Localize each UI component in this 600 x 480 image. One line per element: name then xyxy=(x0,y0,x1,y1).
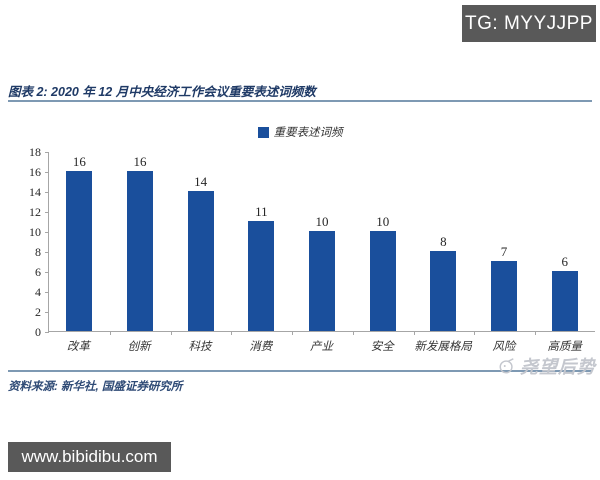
x-tick-mark xyxy=(413,332,415,335)
website-text: www.bibidibu.com xyxy=(21,447,158,466)
bar xyxy=(430,251,457,331)
bar-column: 6 xyxy=(534,255,595,331)
source-divider-line xyxy=(8,370,592,372)
x-tick-mark xyxy=(474,332,476,335)
bar xyxy=(369,231,396,331)
bar-value-label: 10 xyxy=(376,214,390,229)
legend-series-label: 重要表述词频 xyxy=(273,127,343,139)
title-divider-line xyxy=(8,100,592,102)
bar xyxy=(187,191,214,331)
telescope-face-icon xyxy=(499,358,514,374)
y-tick-mark xyxy=(45,152,49,153)
tg-handle-badge: TG: MYYJJPP xyxy=(462,5,596,42)
chart-legend: 重要表述词频 xyxy=(0,124,600,140)
y-tick-mark xyxy=(45,232,49,233)
x-category-label: 改革 xyxy=(66,341,90,353)
x-tick-mark xyxy=(231,332,233,335)
y-tick-mark xyxy=(45,172,49,173)
x-tick-mark xyxy=(352,332,354,335)
bar-value-label: 11 xyxy=(255,204,268,219)
y-tick-label: 2 xyxy=(35,305,41,319)
bar-column: 14 xyxy=(170,175,231,331)
y-tick-mark xyxy=(45,192,49,193)
bar xyxy=(491,261,518,331)
bar xyxy=(127,171,153,331)
bar xyxy=(66,171,93,331)
bar-value-label: 10 xyxy=(315,214,329,229)
y-tick-mark xyxy=(45,312,49,313)
y-tick-mark xyxy=(45,252,49,253)
y-tick-mark xyxy=(45,292,49,293)
y-tick-label: 18 xyxy=(29,145,41,159)
bar-value-label: 6 xyxy=(561,254,568,269)
x-tick-mark xyxy=(535,332,537,335)
bar-column: 11 xyxy=(231,205,292,331)
bar-column: 10 xyxy=(352,215,413,331)
x-category-label: 科技 xyxy=(188,341,212,353)
y-tick-label: 8 xyxy=(35,245,41,259)
bar xyxy=(309,231,336,331)
x-category-label: 消费 xyxy=(249,341,273,353)
x-tick-mark xyxy=(109,332,111,335)
website-badge: www.bibidibu.com xyxy=(8,442,171,472)
bar-column: 16 xyxy=(110,155,171,331)
y-tick-mark xyxy=(45,272,49,273)
x-category-label: 创新 xyxy=(127,341,151,353)
figure-title: 图表 2: 2020 年 12 月中央经济工作会议重要表述词频数 xyxy=(8,85,316,99)
bar-value-label: 8 xyxy=(440,234,447,249)
bar-column: 7 xyxy=(474,245,535,331)
tg-handle-text: TG: MYYJJPP xyxy=(465,12,593,34)
bar-column: 16 xyxy=(49,155,110,331)
y-tick-label: 14 xyxy=(29,185,41,199)
y-tick-label: 0 xyxy=(35,325,41,339)
watermark-text: 尧望后势 xyxy=(520,357,596,377)
bar-column: 8 xyxy=(413,235,474,331)
bar-series: 16 16 14 11 10 10 8 7 6 xyxy=(49,152,595,331)
x-category-label: 风险 xyxy=(492,341,516,353)
bar-value-label: 16 xyxy=(133,154,147,169)
x-category-label: 产业 xyxy=(310,341,334,353)
bar-value-label: 16 xyxy=(72,154,86,169)
watermark: 尧望后势 xyxy=(498,353,596,379)
x-axis-category-labels: 改革 创新 科技 消费 产业 安全 新发展格局 风险 高质量 xyxy=(48,338,595,354)
bar xyxy=(248,221,275,331)
x-tick-mark xyxy=(292,332,294,335)
bar-value-label: 14 xyxy=(194,174,208,189)
x-category-label: 新发展格局 xyxy=(414,341,472,353)
y-tick-mark xyxy=(45,332,49,333)
y-tick-mark xyxy=(45,212,49,213)
bar-chart-plot-area: 16 16 14 11 10 10 8 7 6 0 2 4 6 8 10 12 14 16 18 xyxy=(29,145,595,339)
x-tick-mark xyxy=(170,332,172,335)
y-tick-label: 6 xyxy=(35,265,41,279)
y-tick-label: 12 xyxy=(29,205,41,219)
bar xyxy=(551,271,578,331)
x-category-label: 高质量 xyxy=(547,341,582,353)
source-note: 资料来源: 新华社, 国盛证券研究所 xyxy=(8,381,183,393)
y-tick-label: 10 xyxy=(29,225,41,239)
legend-color-swatch xyxy=(257,126,269,138)
y-tick-label: 4 xyxy=(35,285,41,299)
x-category-label: 安全 xyxy=(370,341,394,353)
bar-value-label: 7 xyxy=(500,244,508,259)
y-tick-label: 16 xyxy=(29,165,41,179)
bar-column: 10 xyxy=(292,215,353,331)
